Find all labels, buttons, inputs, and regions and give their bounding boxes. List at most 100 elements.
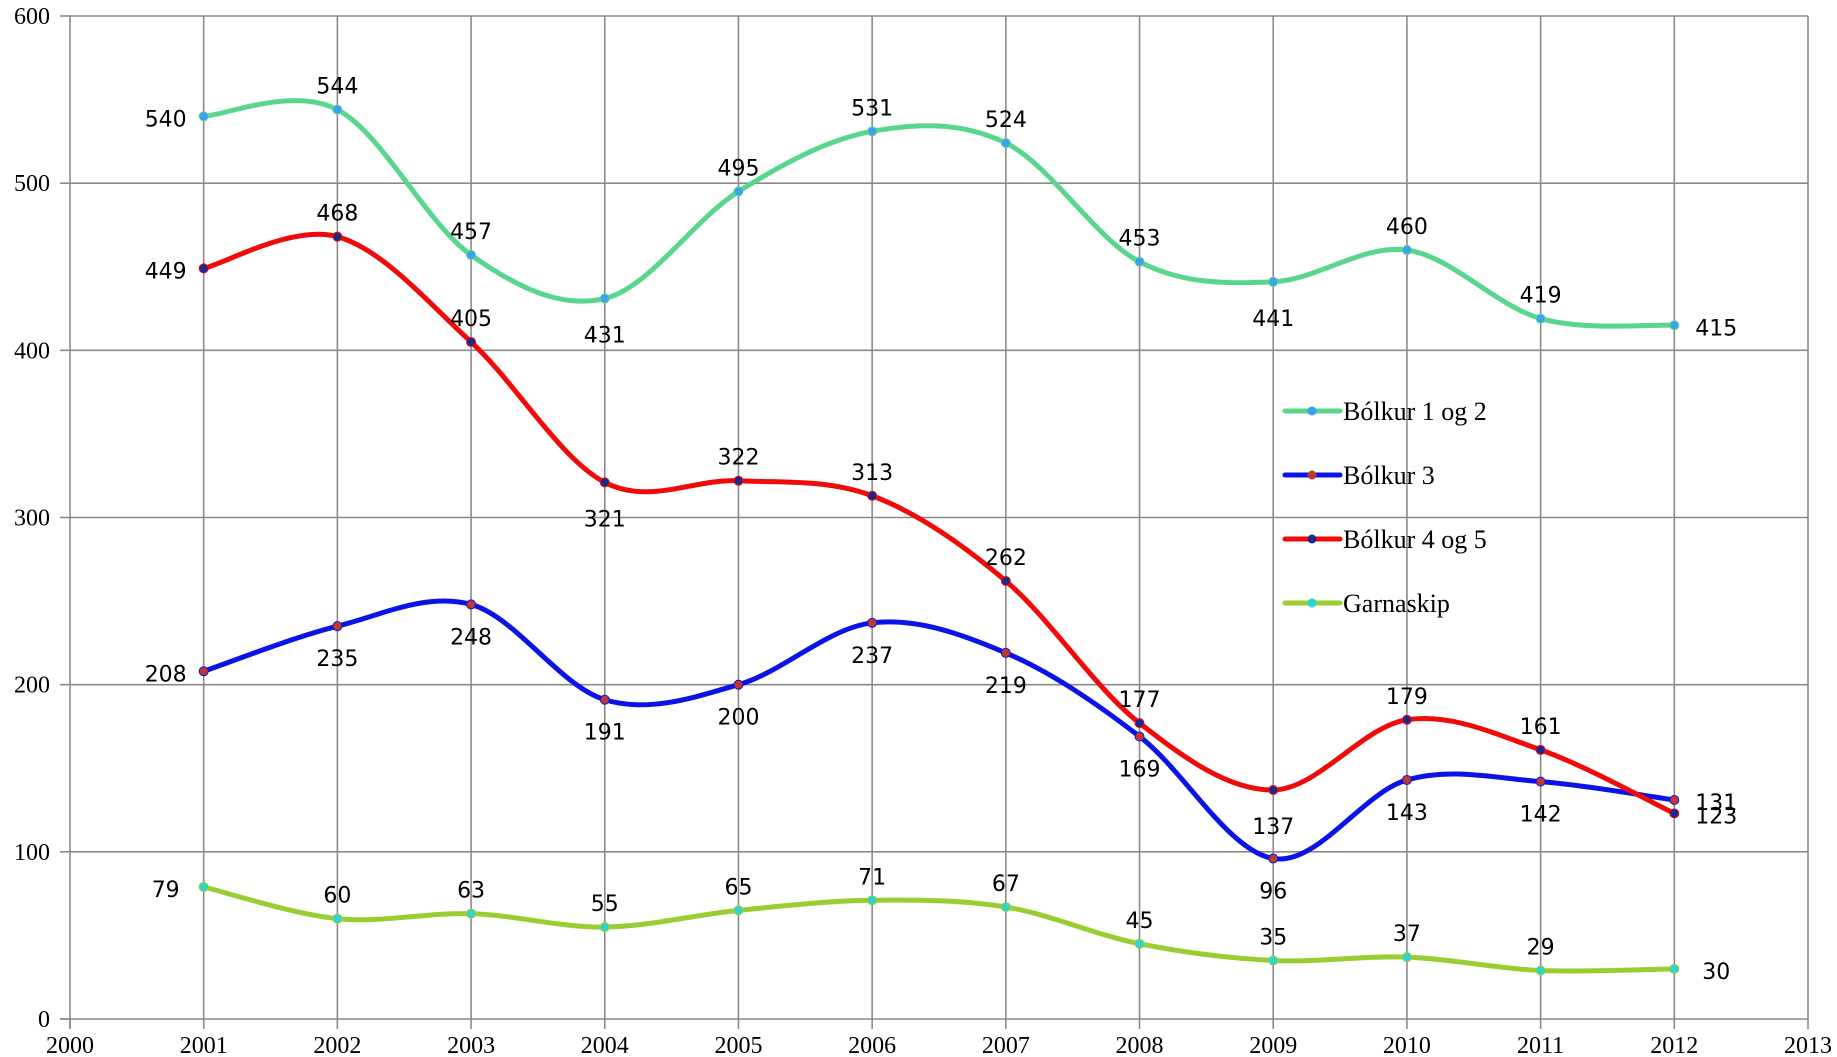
data-label-b-lkur-4-og-5-2004: 321	[584, 507, 626, 532]
point-b-lkur-1-og-2-2011	[1535, 313, 1546, 324]
point-b-lkur-3-2009	[1268, 853, 1279, 864]
data-label-b-lkur-1-og-2-2012: 415	[1695, 316, 1737, 341]
point-garnaskip-2005	[733, 905, 744, 916]
legend-marker-b-lkur-4-og-5	[1307, 534, 1317, 544]
point-b-lkur-4-og-5-2005	[733, 475, 744, 486]
x-tick-label-2001: 2001	[180, 1033, 228, 1057]
data-label-b-lkur-3-2012: 131	[1695, 791, 1737, 816]
data-label-b-lkur-4-og-5-2003: 405	[450, 307, 492, 332]
point-b-lkur-1-og-2-2010	[1401, 245, 1412, 256]
data-label-b-lkur-1-og-2-2011: 419	[1520, 284, 1562, 309]
legend-marker-garnaskip	[1307, 598, 1317, 608]
data-label-garnaskip-2012: 30	[1702, 960, 1730, 985]
point-b-lkur-1-og-2-2005	[733, 186, 744, 197]
data-label-b-lkur-3-2011: 142	[1520, 803, 1562, 828]
data-label-garnaskip-2007: 67	[992, 872, 1020, 897]
x-tick-label-2004: 2004	[581, 1033, 629, 1057]
point-b-lkur-4-og-5-2007	[1000, 576, 1011, 587]
point-b-lkur-1-og-2-2007	[1000, 138, 1011, 149]
point-garnaskip-2006	[867, 895, 878, 906]
point-b-lkur-1-og-2-2002	[332, 104, 343, 115]
data-label-b-lkur-1-og-2-2001: 540	[145, 107, 187, 132]
data-label-b-lkur-4-og-5-2002: 468	[316, 202, 358, 227]
x-tick-label-2013: 2013	[1784, 1033, 1832, 1057]
point-garnaskip-2009	[1268, 955, 1279, 966]
y-tick-label-600: 600	[14, 4, 50, 30]
data-label-b-lkur-1-og-2-2010: 460	[1386, 215, 1428, 240]
point-b-lkur-4-og-5-2009	[1268, 784, 1279, 795]
data-label-b-lkur-3-2006: 237	[851, 644, 893, 669]
data-label-b-lkur-1-og-2-2006: 531	[851, 96, 893, 121]
y-tick-label-0: 0	[38, 1007, 50, 1033]
data-label-b-lkur-3-2004: 191	[584, 721, 626, 746]
legend-label-b-lkur-1-og-2: Bólkur 1 og 2	[1343, 397, 1487, 426]
y-tick-label-100: 100	[14, 840, 50, 866]
x-tick-label-2009: 2009	[1249, 1033, 1297, 1057]
series-line-b-lkur-1-og-2	[201, 98, 1677, 329]
point-b-lkur-4-og-5-2008	[1134, 718, 1145, 729]
data-label-b-lkur-1-og-2-2005: 495	[717, 157, 759, 182]
data-label-garnaskip-2008: 45	[1126, 909, 1154, 934]
point-b-lkur-3-2012	[1669, 795, 1680, 806]
point-b-lkur-4-og-5-2001	[198, 263, 209, 274]
point-garnaskip-2004	[599, 922, 610, 933]
data-label-b-lkur-1-og-2-2009: 441	[1252, 307, 1294, 332]
series-markers	[198, 104, 1680, 976]
data-label-garnaskip-2006: 71	[858, 865, 886, 890]
point-b-lkur-4-og-5-2002	[332, 231, 343, 242]
series-line-b-lkur-4-og-5	[201, 231, 1677, 816]
data-label-b-lkur-4-og-5-2007: 262	[985, 546, 1027, 571]
data-label-garnaskip-2005: 65	[724, 875, 752, 900]
data-label-b-lkur-4-og-5-2005: 322	[717, 446, 759, 471]
data-label-b-lkur-4-og-5-2006: 313	[851, 461, 893, 486]
legend-label-garnaskip: Garnaskip	[1343, 589, 1450, 618]
legend-label-b-lkur-3: Bólkur 3	[1343, 461, 1435, 490]
data-label-garnaskip-2010: 37	[1393, 922, 1421, 947]
data-label-garnaskip-2002: 60	[323, 884, 351, 909]
data-label-b-lkur-1-og-2-2002: 544	[316, 75, 358, 100]
point-b-lkur-3-2005	[733, 679, 744, 690]
grid	[70, 15, 1809, 1019]
point-b-lkur-3-2011	[1535, 776, 1546, 787]
data-label-b-lkur-1-og-2-2008: 453	[1119, 227, 1161, 252]
point-b-lkur-1-og-2-2008	[1134, 256, 1145, 267]
data-label-b-lkur-3-2001: 208	[145, 662, 187, 687]
series-line-b-lkur-3	[201, 598, 1677, 862]
x-tick-label-2010: 2010	[1383, 1033, 1431, 1057]
point-b-lkur-4-og-5-2004	[599, 477, 610, 488]
point-b-lkur-1-og-2-2001	[198, 111, 209, 122]
point-garnaskip-2011	[1535, 965, 1546, 976]
x-tick-label-2011: 2011	[1517, 1033, 1564, 1057]
point-b-lkur-3-2008	[1134, 731, 1145, 742]
point-garnaskip-2012	[1669, 963, 1680, 974]
x-tick-label-2007: 2007	[982, 1033, 1030, 1057]
y-tick-label-200: 200	[14, 673, 50, 699]
point-garnaskip-2003	[466, 908, 477, 919]
point-b-lkur-3-2003	[466, 599, 477, 610]
data-label-b-lkur-1-og-2-2003: 457	[450, 220, 492, 245]
data-label-b-lkur-3-2009: 96	[1259, 880, 1287, 905]
data-label-b-lkur-4-og-5-2008: 177	[1119, 688, 1161, 713]
data-label-b-lkur-3-2002: 235	[316, 647, 358, 672]
y-tick-label-300: 300	[14, 506, 50, 532]
point-b-lkur-3-2004	[599, 694, 610, 705]
legend-marker-b-lkur-1-og-2	[1307, 406, 1317, 416]
data-label-garnaskip-2003: 63	[457, 879, 485, 904]
point-b-lkur-4-og-5-2011	[1535, 744, 1546, 755]
data-label-b-lkur-4-og-5-2009: 137	[1252, 815, 1294, 840]
point-b-lkur-4-og-5-2006	[867, 490, 878, 501]
y-tick-label-400: 400	[14, 338, 50, 364]
point-b-lkur-1-og-2-2006	[867, 126, 878, 137]
point-b-lkur-1-og-2-2009	[1268, 276, 1279, 287]
point-garnaskip-2002	[332, 913, 343, 924]
data-label-b-lkur-1-og-2-2007: 524	[985, 108, 1027, 133]
point-b-lkur-1-og-2-2004	[599, 293, 610, 304]
point-b-lkur-3-2001	[198, 666, 209, 677]
point-b-lkur-1-og-2-2012	[1669, 320, 1680, 331]
data-label-b-lkur-4-og-5-2001: 449	[145, 259, 187, 284]
y-tick-label-500: 500	[14, 171, 50, 197]
data-label-garnaskip-2011: 29	[1527, 936, 1555, 961]
data-label-garnaskip-2009: 35	[1259, 925, 1287, 950]
